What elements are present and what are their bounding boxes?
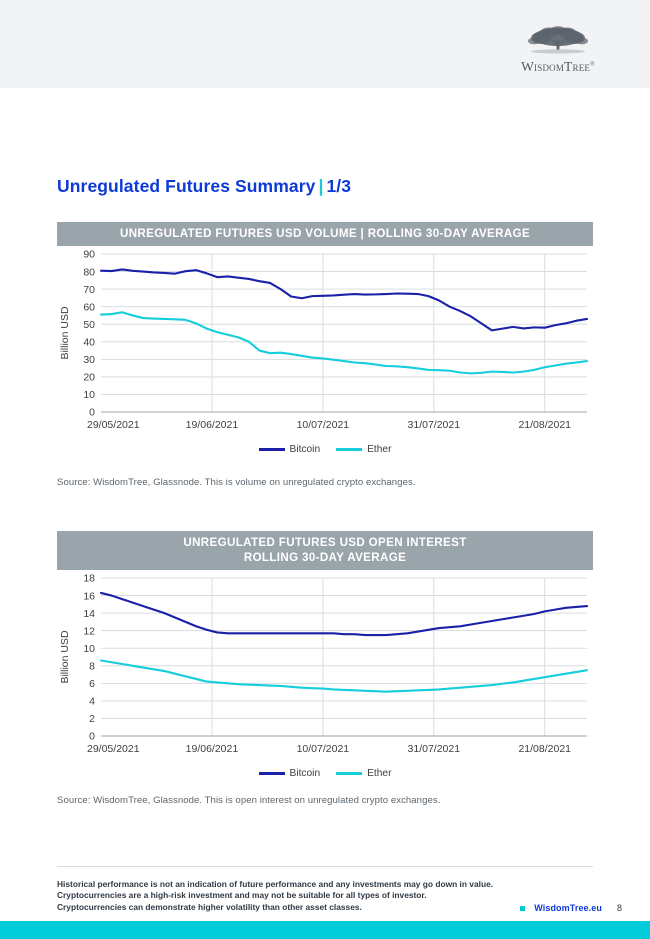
y-tick-label: 10	[83, 389, 95, 401]
x-tick-label: 31/07/2021	[408, 419, 461, 431]
y-tick-label: 18	[83, 573, 95, 585]
legend-swatch-ether-2	[336, 772, 363, 775]
wisdomtree-link[interactable]: WisdomTree.eu	[534, 903, 602, 913]
square-bullet-icon	[520, 905, 526, 911]
page-title: Unregulated Futures Summary | 1/3	[57, 176, 351, 197]
chart-2-header-line2: ROLLING 30-DAY AVERAGE	[243, 551, 407, 564]
chart-1-legend: Bitcoin Ether	[57, 444, 593, 455]
y-tick-label: 0	[89, 731, 95, 743]
y-tick-label: 14	[83, 608, 95, 620]
wisdomtree-wordmark: WisdomTree®	[521, 59, 595, 74]
chart-1-header-line1: UNREGULATED FUTURES USD VOLUME | ROLLING…	[119, 227, 531, 240]
legend-label-bitcoin: Bitcoin	[289, 444, 321, 455]
page-indicator: 1/3	[326, 176, 352, 196]
x-tick-label: 19/06/2021	[186, 419, 239, 431]
page-number: 8	[616, 903, 622, 913]
y-tick-label: 0	[89, 407, 95, 419]
legend-swatch-ether	[336, 448, 363, 451]
x-tick-label: 10/07/2021	[297, 743, 350, 755]
series-line-bitcoin	[99, 591, 589, 637]
chart-2-legend: Bitcoin Ether	[57, 768, 593, 779]
disclaimer-line-3: Cryptocurrencies can demonstrate higher …	[57, 901, 362, 912]
series-line-ether	[99, 659, 589, 693]
y-tick-label: 80	[83, 266, 95, 278]
y-tick-label: 12	[83, 625, 95, 637]
chart-1-source: Source: WisdomTree, Glassnode. This is v…	[57, 477, 416, 488]
y-tick-label: 30	[83, 354, 95, 366]
x-tick-label: 21/08/2021	[518, 419, 571, 431]
chart-1-plot: 0 10 20 30 40 50 60 70 80 90 29/05/2021 19/06/2021 1…	[57, 246, 593, 442]
chart-2-source: Source: WisdomTree, Glassnode. This is o…	[57, 795, 441, 806]
legend-swatch-bitcoin	[258, 448, 285, 451]
wisdomtree-logo: WisdomTree®	[499, 26, 617, 78]
y-tick-label: 2	[89, 713, 95, 725]
y-tick-label: 10	[83, 643, 95, 655]
y-tick-label: 90	[83, 249, 95, 261]
y-tick-label: 20	[83, 372, 95, 384]
series-line-bitcoin	[99, 268, 589, 332]
legend-item-bitcoin-2: Bitcoin	[258, 768, 321, 779]
title-separator: |	[318, 176, 324, 196]
y-tick-label: 60	[83, 301, 95, 313]
y-tick-label: 50	[83, 319, 95, 331]
tree-logo-icon	[528, 26, 588, 54]
x-tick-label: 10/07/2021	[297, 419, 350, 431]
footer-meta: WisdomTree.eu 8	[520, 903, 622, 913]
legend-label-ether-2: Ether	[367, 768, 392, 779]
x-tick-label: 29/05/2021	[87, 419, 140, 431]
logo-word: WisdomTree	[521, 59, 591, 74]
y-axis-title: Billion USD	[59, 630, 71, 684]
page-title-main: Unregulated Futures Summary	[57, 176, 316, 196]
page-header: WisdomTree®	[0, 0, 650, 88]
y-tick-label: 4	[89, 696, 95, 708]
disclaimer-line-2: Cryptocurrencies are a high-risk investm…	[57, 890, 427, 901]
chart-1-svg: 0 10 20 30 40 50 60 70 80 90 29/05/2021 19/06/2021 1…	[59, 249, 589, 431]
x-tick-label: 21/08/2021	[518, 743, 571, 755]
y-tick-label: 70	[83, 284, 95, 296]
legend-label-ether: Ether	[367, 444, 392, 455]
chart-2-header-line1: UNREGULATED FUTURES USD OPEN INTEREST	[183, 536, 467, 549]
disclaimer-text: Historical performance is not an indicat…	[57, 879, 494, 913]
x-tick-label: 29/05/2021	[87, 743, 140, 755]
legend-label-bitcoin-2: Bitcoin	[289, 768, 321, 779]
legend-swatch-bitcoin-2	[258, 772, 285, 775]
chart-1-header: UNREGULATED FUTURES USD VOLUME | ROLLING…	[57, 222, 593, 246]
y-tick-label: 6	[89, 678, 95, 690]
bottom-accent-bar	[0, 921, 650, 939]
series-line-ether	[99, 311, 589, 375]
footer-divider	[57, 866, 593, 867]
chart-2-header: UNREGULATED FUTURES USD OPEN INTEREST RO…	[57, 531, 593, 570]
disclaimer-line-1: Historical performance is not an indicat…	[57, 879, 494, 889]
legend-item-ether-2: Ether	[336, 768, 391, 779]
legend-item-ether: Ether	[336, 444, 391, 455]
chart-block-volume: UNREGULATED FUTURES USD VOLUME | ROLLING…	[57, 222, 593, 455]
chart-block-open-interest: UNREGULATED FUTURES USD OPEN INTEREST RO…	[57, 531, 593, 779]
y-tick-label: 8	[89, 660, 95, 672]
legend-item-bitcoin: Bitcoin	[258, 444, 321, 455]
y-tick-label: 16	[83, 590, 95, 602]
y-axis-title: Billion USD	[59, 306, 71, 360]
chart-2-plot: 0 2 4 6 8 10 12 14 16 18 29/05/2021 19/06/2021 10/07…	[57, 570, 593, 766]
chart-2-svg: 0 2 4 6 8 10 12 14 16 18 29/05/2021 19/06/2021 10/07…	[59, 573, 589, 755]
y-tick-label: 40	[83, 336, 95, 348]
x-tick-label: 31/07/2021	[408, 743, 461, 755]
x-tick-label: 19/06/2021	[186, 743, 239, 755]
